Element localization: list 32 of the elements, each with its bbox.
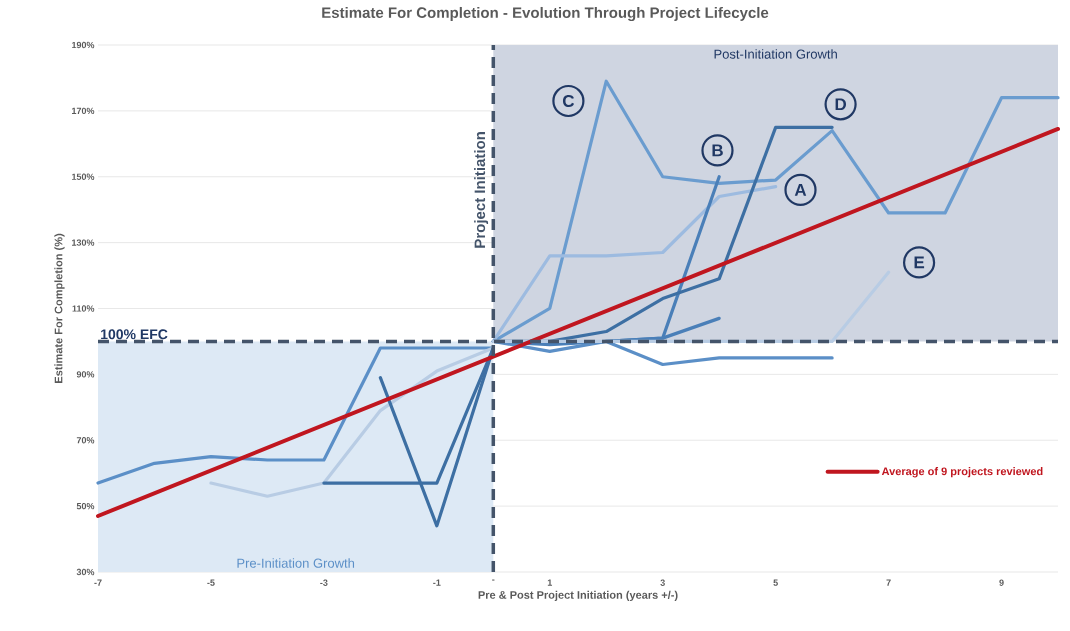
- x-tick-label: -5: [207, 579, 215, 586]
- x-tick-label: 9: [999, 579, 1004, 586]
- x-tick-label: -3: [320, 579, 328, 586]
- x-axis-title: Pre & Post Project Initiation (years +/-): [478, 590, 678, 602]
- y-axis-title: Estimate For Completion (%): [54, 233, 65, 383]
- x-tick-label: -: [492, 579, 495, 581]
- chart-title: Estimate For Completion - Evolution Through Project Lifecycle: [322, 6, 769, 22]
- annotation: D: [835, 98, 847, 111]
- ref-line-label: 100% EFC: [101, 329, 168, 340]
- y-tick-label: 130%: [72, 239, 95, 246]
- x-tick-label: -7: [94, 579, 102, 586]
- ref-line-label: Project Initiation: [474, 132, 489, 248]
- y-tick-label: 150%: [72, 173, 95, 180]
- y-tick-label: 30%: [76, 568, 95, 576]
- y-tick-label: 190%: [72, 41, 95, 49]
- annotation: E: [914, 256, 925, 269]
- y-tick-label: 90%: [76, 371, 95, 378]
- x-tick-label: 1: [547, 579, 553, 586]
- legend-label: Average of 9 projects reviewed: [881, 467, 1043, 478]
- x-tick-label: 7: [886, 579, 891, 586]
- x-tick-label: 3: [660, 579, 665, 586]
- band-label: Pre-Initiation Growth: [237, 558, 355, 568]
- x-tick-label: -1: [433, 579, 441, 586]
- annotation: A: [794, 184, 807, 196]
- annotation: C: [562, 94, 575, 108]
- y-tick-label: 110%: [72, 305, 95, 312]
- y-tick-label: 70%: [76, 437, 95, 444]
- annotation: B: [712, 144, 723, 157]
- x-tick-label: 5: [773, 579, 778, 586]
- y-tick-label: 170%: [72, 107, 95, 115]
- band-label: Post-Initiation Growth: [714, 49, 837, 59]
- y-tick-label: 50%: [76, 502, 95, 510]
